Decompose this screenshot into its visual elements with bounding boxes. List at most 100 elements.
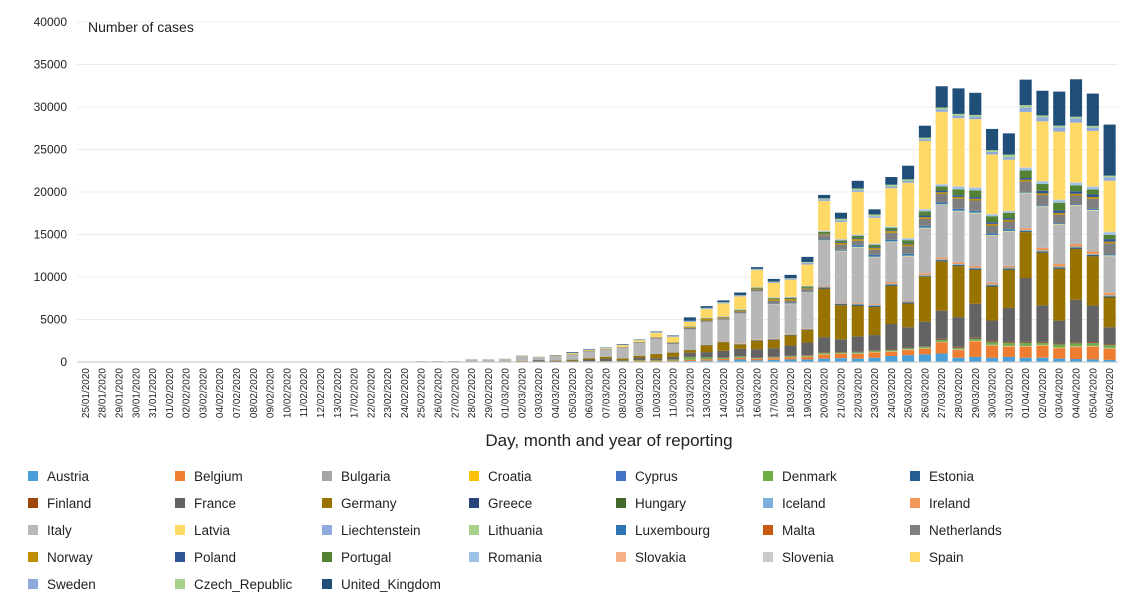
bar-segment-ireland <box>784 333 797 335</box>
bar-segment-germany <box>750 340 764 350</box>
bar-segment-italy <box>952 211 965 263</box>
bar-segment-france <box>616 360 629 362</box>
bar-segment-iceland <box>1002 267 1015 269</box>
bar-segment-netherlands <box>952 198 965 209</box>
bar-segment-norway <box>566 353 579 355</box>
bar-segment-austria <box>1103 359 1116 363</box>
bar-segment-spain <box>902 182 915 238</box>
bar-stack <box>1002 133 1015 362</box>
x-tick-label: 28/01/2020 <box>98 368 109 418</box>
bar-segment-italy <box>515 356 528 361</box>
bar-segment-poland <box>851 238 864 240</box>
legend-item-germany: Germany <box>322 493 469 513</box>
x-tick-label: 08/02/2020 <box>249 368 260 418</box>
bar-segment-denmark <box>902 348 915 350</box>
bar-segment-united-kingdom <box>700 306 713 308</box>
bar-segment-italy <box>1036 207 1049 248</box>
bar-segment-greece <box>1069 247 1083 249</box>
legend-label: Hungary <box>635 495 687 511</box>
bar-segment-united-kingdom <box>1103 124 1116 176</box>
bar-segment-denmark <box>717 357 730 359</box>
bar-segment-denmark <box>952 348 965 349</box>
bar-segment-united-kingdom <box>885 177 898 185</box>
bar-segment-norway <box>969 198 982 201</box>
bar-segment-portugal <box>918 211 931 216</box>
bar-segment-belgium <box>801 356 814 360</box>
bar-segment-sweden <box>952 115 965 119</box>
bar-segment-greece <box>1036 251 1049 253</box>
x-tick-label: 30/03/2020 <box>988 368 999 418</box>
bar-segment-netherlands <box>885 232 898 240</box>
bar-segment-iceland <box>902 301 915 303</box>
bar-segment-finland <box>935 338 948 340</box>
bar-segment-spain <box>750 270 764 288</box>
bar-segment-finland <box>1086 342 1099 343</box>
bar-segment-poland <box>801 287 814 289</box>
legend-item-czech-republic: Czech_Republic <box>175 574 322 594</box>
bar-segment-germany <box>1103 297 1116 328</box>
bar-segment-greece <box>969 268 982 270</box>
bar-segment-poland <box>935 190 948 193</box>
bar-segment-luxembourg <box>952 208 965 211</box>
bar-segment-portugal <box>902 240 915 244</box>
bar-segment-romania <box>935 184 948 187</box>
legend-item-romania: Romania <box>469 547 616 567</box>
bar-segment-italy <box>902 256 915 301</box>
legend-swatch <box>175 498 185 508</box>
bar-segment-ireland <box>969 265 982 268</box>
bar-segment-spain <box>667 336 680 342</box>
legend-swatch <box>910 498 920 508</box>
x-tick-label: 02/02/2020 <box>182 368 193 418</box>
legend-swatch <box>175 471 185 481</box>
bar-segment-italy <box>1103 256 1116 293</box>
bar-segment-united-kingdom <box>616 344 629 345</box>
bar-segment-finland <box>1069 342 1083 344</box>
bar-segment-belgium <box>717 358 730 361</box>
bar-segment-sweden <box>683 321 696 322</box>
bar-segment-ireland <box>818 285 831 287</box>
bar-segment-netherlands <box>801 289 814 292</box>
x-tick-label: 01/03/2020 <box>501 368 512 418</box>
bar-segment-united-kingdom <box>818 194 831 199</box>
bar-segment-portugal <box>834 240 848 243</box>
bar-segment-spain <box>767 282 780 298</box>
bar-segment-belgium <box>952 350 965 358</box>
bar-segment-united-kingdom <box>1002 133 1015 155</box>
bar-segment-united-kingdom <box>1019 79 1032 106</box>
bar-segment-norway <box>918 217 931 219</box>
bar-segment-sweden <box>1002 157 1015 160</box>
bar-segment-poland <box>1069 191 1083 194</box>
legend-label: United_Kingdom <box>341 576 441 592</box>
bar-segment-italy <box>986 235 999 283</box>
legend-label: Finland <box>47 495 92 511</box>
bar-segment-luxembourg <box>1019 191 1032 193</box>
bar-segment-sweden <box>969 116 982 120</box>
bar-segment-netherlands <box>667 342 680 344</box>
x-tick-label: 23/03/2020 <box>870 368 881 418</box>
bar-segment-greece <box>885 284 898 286</box>
bar-segment-iceland <box>1086 254 1099 255</box>
bar-segment-united-kingdom <box>767 278 780 282</box>
bar-segment-romania <box>1002 211 1015 213</box>
bar-segment-ireland <box>1019 228 1032 230</box>
bar-segment-portugal <box>952 189 965 196</box>
y-tick-label: 20000 <box>34 185 68 199</box>
bar-segment-denmark <box>986 342 999 345</box>
bar-segment-austria <box>1069 359 1083 362</box>
bar-stack <box>683 317 696 362</box>
legend-item-cyprus: Cyprus <box>616 466 763 486</box>
legend-label: Czech_Republic <box>194 576 293 592</box>
bar-segment-austria <box>734 359 747 362</box>
bar-stack <box>633 339 646 362</box>
bar-segment-belgium <box>885 351 898 357</box>
bar-segment-norway <box>1086 197 1099 199</box>
bar-segment-denmark <box>818 353 831 354</box>
x-tick-label: 19/03/2020 <box>803 368 814 418</box>
bar-segment-poland <box>868 247 881 249</box>
bar-segment-netherlands <box>784 300 797 304</box>
x-tick-label: 28/02/2020 <box>467 368 478 418</box>
x-tick-label: 27/02/2020 <box>450 368 461 418</box>
bar-segment-ireland <box>734 343 747 344</box>
x-tick-label: 25/01/2020 <box>81 368 92 418</box>
bar-segment-romania <box>784 297 797 298</box>
